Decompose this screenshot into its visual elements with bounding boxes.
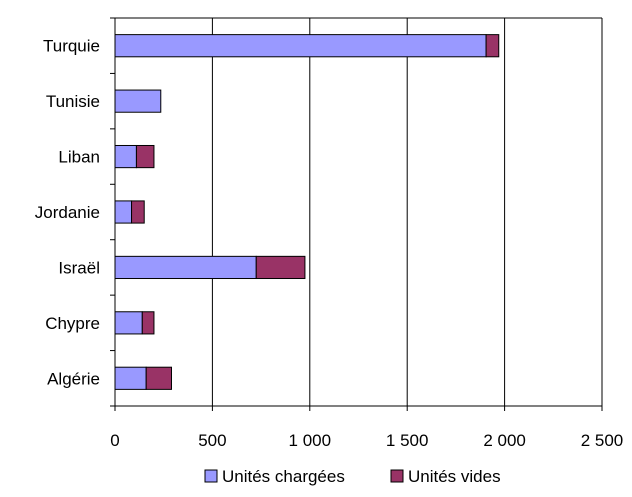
bars-layer — [114, 34, 500, 390]
grid-layer — [115, 17, 603, 406]
bar-segment-empty — [135, 144, 155, 169]
y-category-label: Tunisie — [46, 92, 100, 111]
bar-segment-loaded — [114, 34, 487, 58]
bar-segment-loaded — [114, 366, 147, 390]
y-category-label: Jordanie — [35, 203, 100, 222]
bar-segment-loaded — [114, 255, 257, 280]
bar-segment-empty — [131, 200, 145, 224]
axis-layer: 0 500 1 000 1 500 2 000 2 500 Turquie Tunisie Li… — [35, 17, 624, 450]
x-tick-label: 1 000 — [289, 431, 332, 450]
bar-segment-loaded — [114, 311, 143, 335]
y-category-label: Israël — [58, 258, 100, 277]
x-tick-label: 0 — [110, 431, 119, 450]
legend-swatch — [204, 469, 218, 483]
bar-segment-empty — [255, 255, 306, 280]
x-tick-label: 1 500 — [386, 431, 429, 450]
y-category-label: Turquie — [43, 37, 100, 56]
legend-label: Unités vides — [408, 467, 501, 486]
x-tick-label: 500 — [198, 431, 226, 450]
x-tick-label: 2 500 — [581, 431, 624, 450]
x-tick-label: 2 000 — [483, 431, 526, 450]
y-category-label: Algérie — [47, 369, 100, 388]
bar-segment-loaded — [114, 144, 137, 169]
bar-segment-empty — [141, 311, 155, 335]
legend-swatch — [390, 469, 404, 483]
y-category-label: Chypre — [45, 314, 100, 333]
bar-segment-empty — [145, 366, 172, 390]
bar-segment-loaded — [114, 89, 162, 113]
bar-segment-empty — [485, 34, 500, 58]
legend-label: Unités chargées — [222, 467, 345, 486]
legend: Unités chargées Unités vides — [204, 467, 501, 486]
y-category-label: Liban — [58, 148, 100, 167]
bar-segment-loaded — [114, 200, 133, 224]
